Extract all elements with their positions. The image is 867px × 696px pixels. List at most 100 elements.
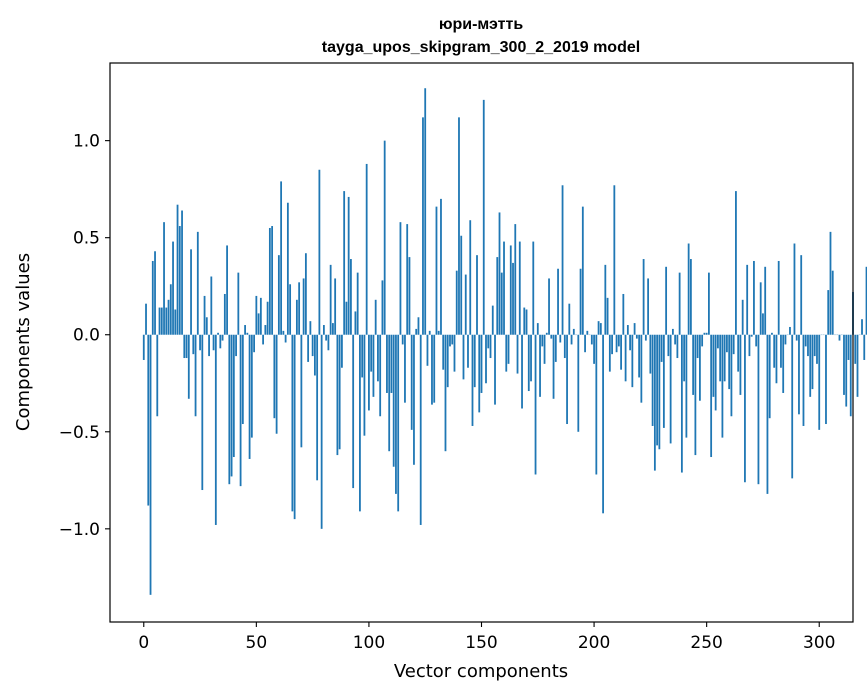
bar <box>671 328 674 335</box>
bar <box>532 241 535 335</box>
bar <box>750 334 753 337</box>
bar <box>638 334 641 378</box>
bar <box>329 264 332 335</box>
bar <box>807 334 809 357</box>
bar <box>775 334 778 384</box>
bar <box>496 257 499 335</box>
bar <box>334 278 337 335</box>
bar <box>404 334 406 403</box>
bar <box>293 334 296 520</box>
bar <box>791 334 794 479</box>
bar <box>798 334 800 415</box>
bar <box>505 334 508 372</box>
bar <box>608 334 611 372</box>
bar <box>316 334 319 481</box>
bar <box>854 334 857 364</box>
bar <box>557 268 559 335</box>
bar <box>480 334 483 393</box>
bar <box>755 334 758 347</box>
bar <box>669 334 672 444</box>
bar <box>395 334 397 494</box>
bar <box>352 334 355 489</box>
bar <box>708 272 710 335</box>
bar <box>685 334 688 438</box>
bar <box>332 323 334 335</box>
bar <box>613 185 616 335</box>
x-tick-label: 300 <box>803 633 835 653</box>
y-tick-label: −0.5 <box>59 423 100 443</box>
bar <box>426 334 429 366</box>
bar <box>212 334 215 351</box>
bar <box>500 272 503 335</box>
bar <box>422 117 424 335</box>
bar <box>372 334 375 397</box>
bar <box>214 334 217 525</box>
bar <box>462 334 465 380</box>
bar <box>503 241 505 335</box>
bar <box>656 334 659 446</box>
bar <box>428 330 431 335</box>
bar <box>264 325 267 335</box>
bar <box>295 299 298 335</box>
bar <box>381 280 384 335</box>
bar-series <box>142 88 867 595</box>
bar <box>521 334 523 409</box>
bar <box>223 293 226 335</box>
bar <box>525 309 528 335</box>
bar <box>291 334 294 512</box>
bar <box>185 334 188 359</box>
bar <box>617 334 620 347</box>
bar <box>818 334 821 430</box>
bar <box>476 255 478 335</box>
bar <box>512 262 514 335</box>
bar <box>280 181 283 335</box>
bar <box>653 334 656 471</box>
bar <box>410 334 413 430</box>
bar <box>809 334 812 397</box>
bar <box>433 334 436 403</box>
bar <box>176 204 179 335</box>
x-tick-label: 200 <box>578 633 610 653</box>
bar <box>545 332 548 335</box>
y-axis-label: Components values <box>13 253 34 431</box>
bar <box>282 330 285 335</box>
bar <box>365 163 368 335</box>
bar <box>593 334 595 364</box>
bar <box>572 328 575 335</box>
bar <box>345 301 348 335</box>
bar <box>453 334 456 372</box>
bar <box>446 334 449 388</box>
bar <box>759 282 762 335</box>
bar <box>764 266 767 335</box>
bar <box>584 334 586 353</box>
bar <box>530 334 532 382</box>
bar <box>302 278 305 335</box>
bar <box>719 334 722 382</box>
bar <box>392 334 395 467</box>
bar <box>732 334 735 355</box>
bar <box>651 334 654 426</box>
bar <box>768 334 771 419</box>
bar <box>541 334 544 347</box>
bar <box>298 282 301 335</box>
bar <box>507 334 510 364</box>
bar <box>289 284 292 335</box>
bar <box>187 334 190 399</box>
bar <box>190 249 192 335</box>
bar <box>771 332 773 335</box>
bar <box>721 334 724 438</box>
bar <box>804 334 807 347</box>
bar <box>455 270 458 335</box>
bar <box>696 334 699 359</box>
bar <box>341 334 343 368</box>
bar <box>825 334 827 425</box>
bar <box>248 334 251 459</box>
bar <box>561 185 564 335</box>
bar <box>539 334 541 397</box>
bar <box>368 334 370 411</box>
bar <box>552 334 555 399</box>
bar <box>451 334 454 345</box>
bar <box>566 334 568 425</box>
bar <box>629 334 631 351</box>
